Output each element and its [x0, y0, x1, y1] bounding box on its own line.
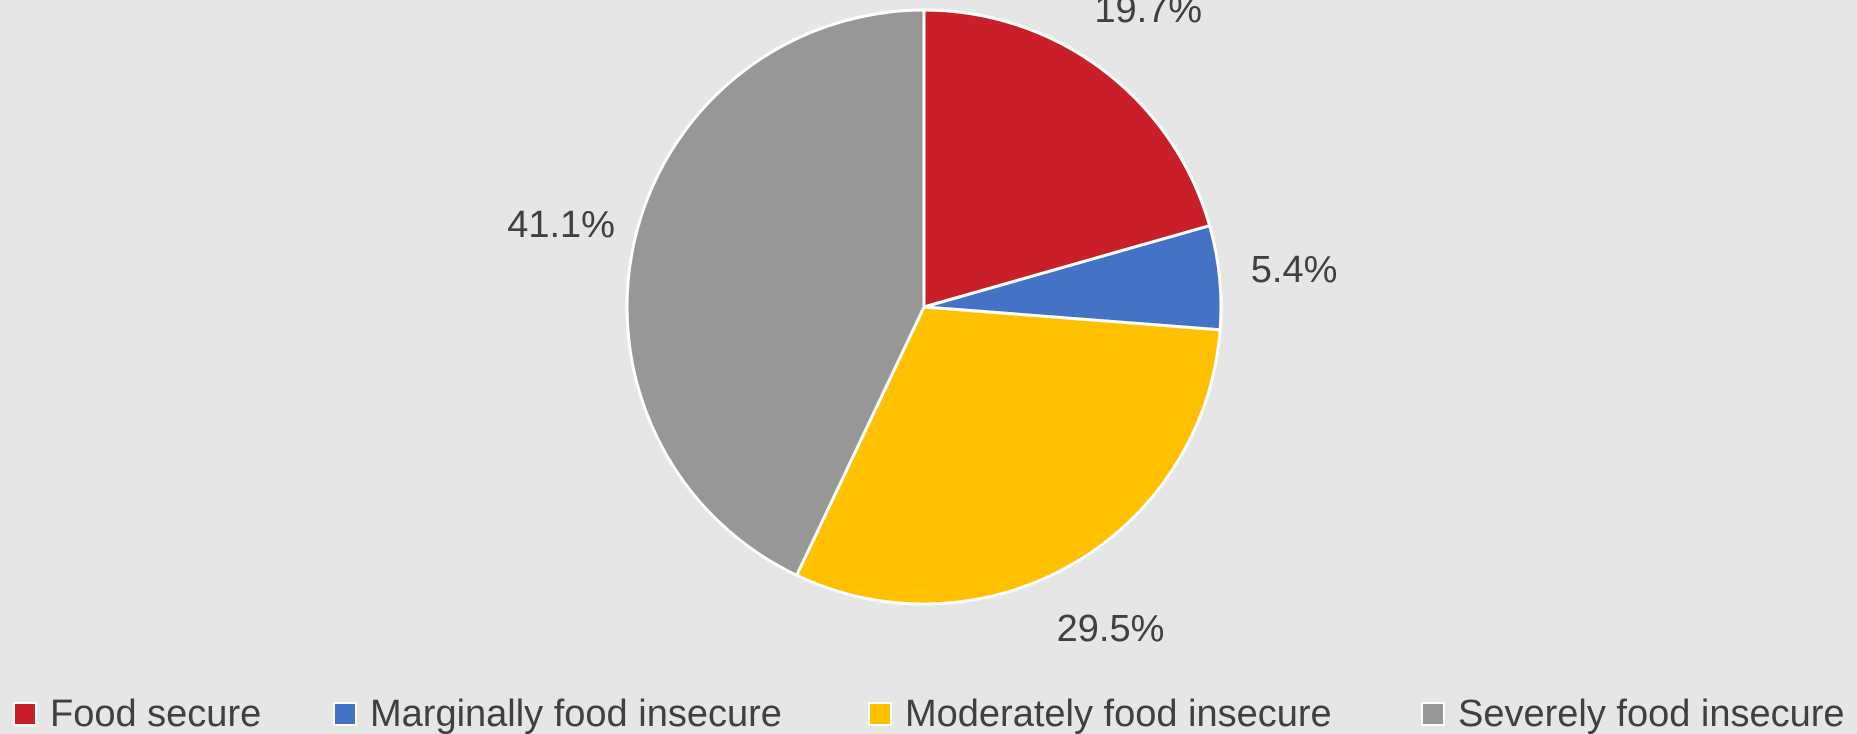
pie-slice-food-secure	[922, 8, 1212, 309]
data-label-moderately-food-insecure: 29.5%	[1057, 608, 1165, 650]
legend-swatch-severely-food-insecure	[1421, 702, 1445, 726]
legend-label-moderately-food-insecure: Moderately food insecure	[905, 693, 1332, 734]
legend-label-food-secure: Food secure	[50, 693, 261, 734]
data-label-marginally-food-insecure: 5.4%	[1251, 249, 1338, 291]
pie-slice-moderately-food-insecure	[795, 305, 1222, 606]
data-label-food-secure: 19.7%	[1094, 0, 1202, 31]
pie-data-labels: 19.7% 5.4% 29.5% 41.1%	[507, 0, 1337, 650]
legend-item-food-secure: Food secure	[13, 693, 261, 734]
legend-label-severely-food-insecure: Severely food insecure	[1458, 693, 1845, 734]
legend-item-moderately-food-insecure: Moderately food insecure	[868, 693, 1332, 734]
legend: Food secure Marginally food insecure Moder…	[13, 693, 1845, 734]
legend-item-severely-food-insecure: Severely food insecure	[1421, 693, 1845, 734]
data-label-severely-food-insecure: 41.1%	[507, 204, 615, 246]
legend-label-marginally-food-insecure: Marginally food insecure	[370, 693, 782, 734]
pie-slice-severely-food-insecure	[625, 8, 926, 577]
legend-swatch-marginally-food-insecure	[333, 702, 357, 726]
legend-swatch-food-secure	[13, 702, 37, 726]
legend-swatch-moderately-food-insecure	[868, 702, 892, 726]
pie-slices	[625, 8, 1223, 606]
legend-item-marginally-food-insecure: Marginally food insecure	[333, 693, 782, 734]
